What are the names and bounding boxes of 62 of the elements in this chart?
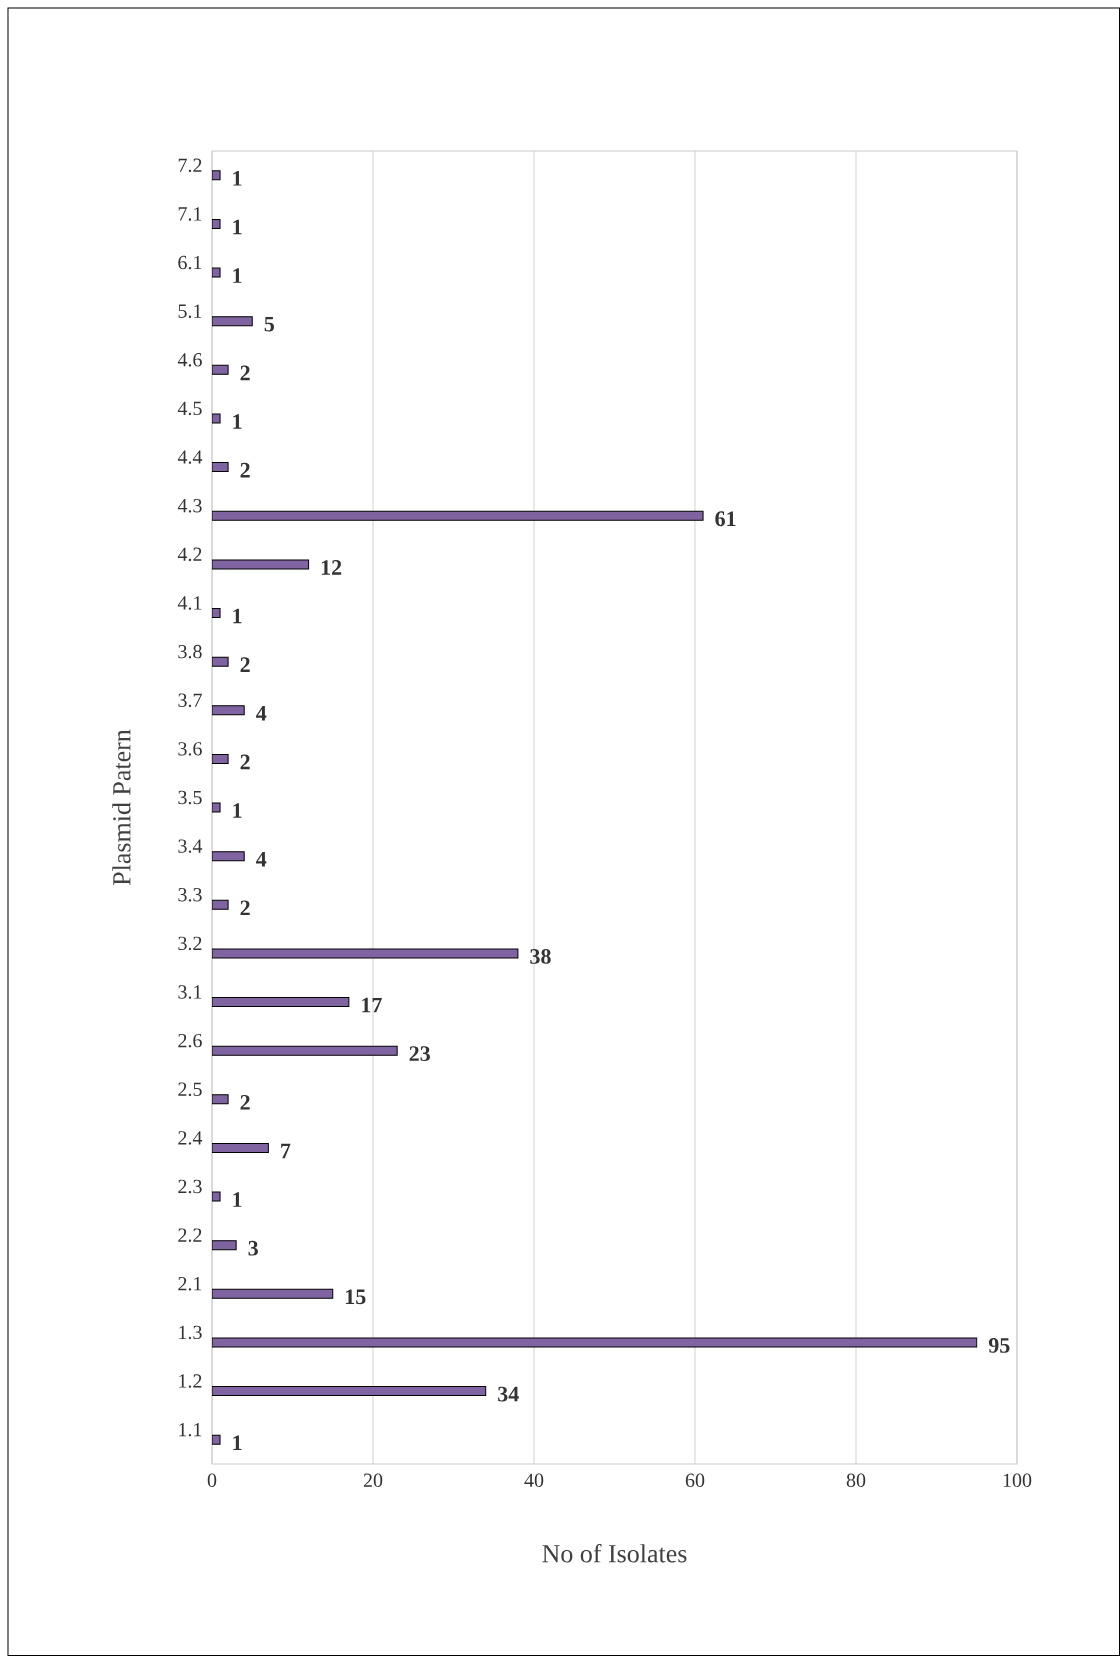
data-label: 2 (240, 754, 250, 770)
y-tick-label: 2.1 (178, 1277, 202, 1291)
data-label: 17 (362, 997, 382, 1013)
y-tick-label: 4.4 (177, 450, 203, 464)
data-label: 4 (256, 851, 267, 867)
data-label: 2 (240, 657, 250, 672)
data-label: 12 (321, 560, 342, 575)
data-label: 1 (233, 268, 242, 283)
data-label: 2 (240, 900, 250, 916)
data-label: 34 (498, 1386, 519, 1402)
y-tick-label: 5.1 (178, 304, 202, 318)
y-tick-label: 3.8 (178, 644, 202, 659)
data-label: 1 (233, 608, 242, 624)
y-tick-label: 2.5 (178, 1082, 202, 1097)
y-tick-label: 1.1 (179, 1422, 202, 1437)
y-tick-label: 4.1 (177, 596, 202, 610)
data-label: 4 (256, 706, 267, 721)
data-label: 1 (233, 1192, 242, 1207)
x-tick-label: 60 (685, 1473, 705, 1488)
y-tick-label: 3.1 (178, 985, 202, 999)
y-tick-label: 4.2 (177, 547, 202, 562)
data-label: 95 (988, 1338, 1010, 1353)
y-tick-label: 6.1 (178, 255, 202, 270)
y-tick-label: 3.4 (178, 839, 203, 853)
y-tick-label: 3.6 (178, 742, 202, 756)
y-tick-label: 2.2 (178, 1228, 202, 1242)
y-tick-label: 4.3 (177, 498, 202, 513)
data-label: 15 (346, 1289, 366, 1305)
y-tick-label: 3.5 (178, 790, 202, 805)
data-label: 1 (233, 171, 242, 186)
y-tick-label: 2.3 (178, 1179, 202, 1194)
y-tick-label: 3.3 (178, 888, 202, 902)
y-tick-label: 1.3 (179, 1325, 202, 1340)
y-tick-label: 4.5 (177, 401, 202, 416)
x-tick-label: 0 (207, 1473, 217, 1488)
x-axis-title: No of Isolates (542, 1543, 687, 1563)
x-tick-label: 40 (524, 1473, 544, 1488)
data-label: 2 (240, 462, 250, 478)
y-tick-label: 2.4 (178, 1131, 203, 1145)
data-label: 1 (233, 803, 242, 818)
y-axis-title: Plasmid Patern (112, 729, 131, 886)
y-tick-label: 1.2 (179, 1374, 202, 1388)
x-tick-label: 80 (846, 1473, 866, 1488)
y-tick-label: 7.2 (178, 158, 202, 173)
data-label: 61 (715, 511, 736, 527)
data-label: 2 (240, 1095, 250, 1110)
data-label: 1 (233, 219, 242, 235)
y-tick-label: 7.1 (178, 207, 202, 221)
x-tick-label: 20 (363, 1473, 383, 1488)
data-label: 1 (233, 414, 242, 429)
data-label: 38 (530, 948, 551, 964)
data-label: 3 (248, 1240, 258, 1256)
y-tick-label: 3.2 (178, 936, 202, 951)
data-label: 23 (409, 1046, 430, 1062)
data-label: 7 (281, 1143, 291, 1159)
y-tick-label: 3.7 (178, 693, 202, 708)
data-label: 2 (240, 365, 250, 381)
data-label: 1 (233, 1435, 242, 1450)
data-label: 5 (264, 316, 274, 332)
y-tick-label: 4.6 (177, 353, 202, 367)
x-tick-label: 100 (1003, 1473, 1032, 1488)
y-tick-label: 2.6 (178, 1033, 202, 1048)
